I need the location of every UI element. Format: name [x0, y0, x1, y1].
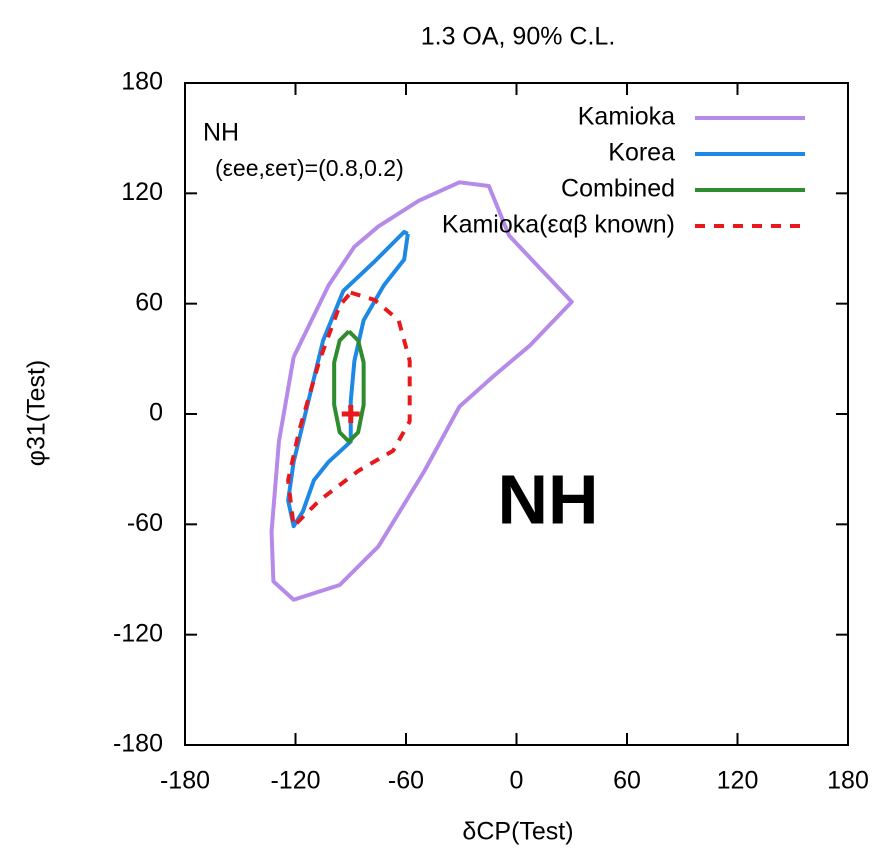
y-tick-label: -180: [113, 730, 163, 758]
annotation: NH: [497, 460, 598, 538]
y-tick-label: 60: [135, 288, 163, 316]
x-tick-label: 120: [717, 767, 759, 795]
contour: [269, 180, 574, 602]
x-tick-label: 180: [827, 767, 869, 795]
y-tick-label: 180: [121, 68, 163, 96]
y-axis-label: φ31(Test): [23, 360, 51, 467]
plot-frame: [184, 82, 849, 746]
legend-label: Kamioka(εαβ known): [442, 211, 675, 239]
legend-label: Korea: [608, 139, 675, 167]
y-tick-label: -60: [127, 509, 163, 537]
y-tick-label: 0: [149, 399, 163, 427]
y-tick-label: 120: [121, 178, 163, 206]
x-tick-label: 0: [510, 767, 524, 795]
x-tick-label: 60: [613, 767, 641, 795]
best-fit-marker: [341, 405, 360, 423]
legend-label: Kamioka: [578, 103, 675, 131]
contour: [286, 290, 412, 529]
x-tick-label: -120: [270, 767, 320, 795]
y-tick-label: -120: [113, 619, 163, 647]
annotation: (εee,εeτ)=(0.8,0.2): [215, 155, 404, 181]
x-tick-label: -60: [388, 767, 424, 795]
x-tick-label: -180: [160, 767, 210, 795]
x-axis-label: δCP(Test): [462, 818, 573, 846]
contour: [286, 229, 410, 529]
chart-title: 1.3 OA, 90% C.L.: [421, 23, 616, 51]
contour: [332, 329, 366, 444]
annotation: NH: [203, 119, 239, 147]
legend-label: Combined: [561, 175, 675, 203]
